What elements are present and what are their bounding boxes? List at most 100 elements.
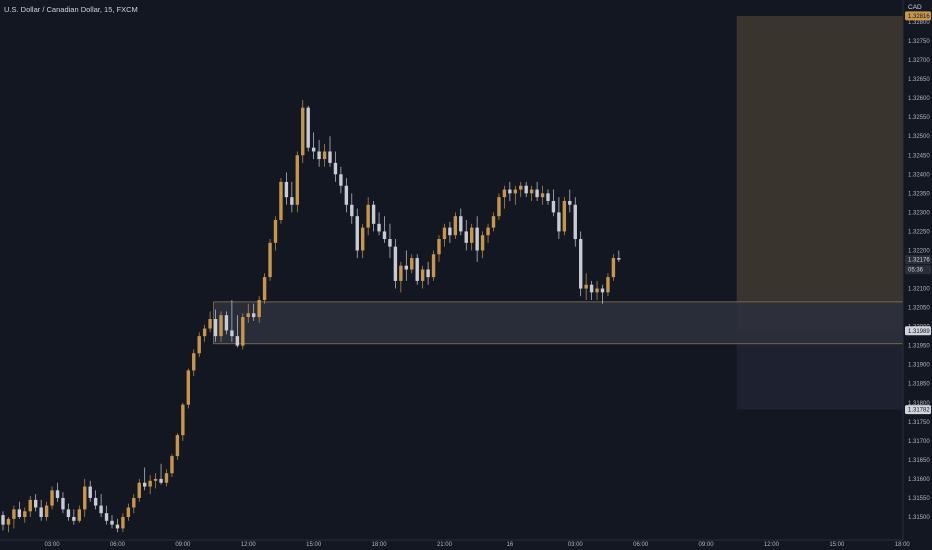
target-price-tag-label: 1.32816 xyxy=(908,14,930,20)
candle-body xyxy=(584,284,588,289)
candle-body xyxy=(606,277,610,293)
candle-body xyxy=(350,204,354,217)
candle-body xyxy=(6,518,11,525)
candle-body xyxy=(317,151,321,160)
candle-body xyxy=(137,482,141,498)
time-tick-label: 09:00 xyxy=(699,542,715,548)
candle-body xyxy=(508,189,512,194)
candle-body xyxy=(480,235,485,251)
candle-body xyxy=(404,265,408,270)
candle-body xyxy=(132,497,136,508)
candle-body xyxy=(410,258,414,270)
candle-body xyxy=(268,242,272,278)
price-tick-label: 1.32250 xyxy=(908,229,930,235)
price-tick-label: 1.32800 xyxy=(908,20,930,26)
candle-body xyxy=(540,193,545,198)
candle-body xyxy=(50,490,54,506)
candle-body xyxy=(519,185,523,190)
candle-body xyxy=(529,189,534,194)
candle-body xyxy=(66,509,71,517)
candle-body xyxy=(524,185,528,194)
candle-body xyxy=(426,269,430,278)
time-tick-label: 18:00 xyxy=(372,542,388,548)
candle-body xyxy=(99,505,103,514)
price-tick-label: 1.31550 xyxy=(908,496,930,502)
price-axis: 1.32800 1.32750 1.32700 1.32650 1.32600 1.325… xyxy=(908,20,930,521)
candle-body xyxy=(573,204,577,240)
candle-body xyxy=(589,284,594,293)
price-tick-label: 1.32650 xyxy=(908,77,930,83)
price-tick-label: 1.31750 xyxy=(908,420,930,426)
candle-body xyxy=(273,220,278,243)
candle-body xyxy=(241,317,245,346)
price-tick-label: 1.31950 xyxy=(908,344,930,350)
candle-body xyxy=(551,200,556,213)
price-tick-label: 1.32200 xyxy=(908,248,930,254)
candle-body xyxy=(252,313,256,318)
candle-body xyxy=(262,277,267,300)
candle-body xyxy=(448,227,452,236)
candle-body xyxy=(143,482,147,487)
candle-body xyxy=(339,174,343,186)
candle-body xyxy=(595,288,599,293)
price-tick-label: 1.32550 xyxy=(908,115,930,121)
candle-body xyxy=(192,353,196,371)
price-tick-label: 1.31850 xyxy=(908,382,930,388)
price-tick-label: 1.31500 xyxy=(908,515,930,521)
candle-body xyxy=(295,155,299,205)
candle-body xyxy=(459,216,463,232)
candle-body xyxy=(197,336,201,354)
entry-price-tag xyxy=(905,326,931,336)
candle-body xyxy=(44,505,49,517)
time-tick-label: 09:00 xyxy=(175,542,191,548)
candle-body xyxy=(213,319,218,337)
candle-body xyxy=(224,315,229,331)
candle-body xyxy=(153,478,158,481)
candle-body xyxy=(219,315,223,337)
candle-body xyxy=(301,107,305,156)
demand-zone[interactable] xyxy=(213,301,904,345)
target-zone[interactable] xyxy=(736,15,903,331)
candle-body xyxy=(164,473,169,483)
price-tick-label: 1.32600 xyxy=(908,96,930,102)
candle-body xyxy=(579,239,583,289)
stop-price-tag-label: 1.31782 xyxy=(908,408,930,414)
candle-body xyxy=(28,499,32,512)
price-tick-label: 1.32300 xyxy=(908,210,930,216)
candle-body xyxy=(12,509,16,519)
time-tick-label: 12:00 xyxy=(764,542,780,548)
candle-body xyxy=(181,404,185,436)
candle-body xyxy=(39,507,43,517)
candle-body xyxy=(186,370,190,405)
price-tick-label: 1.32350 xyxy=(908,191,930,197)
candle-body xyxy=(257,299,261,318)
candle-body xyxy=(382,231,387,240)
candle-body xyxy=(442,227,447,240)
price-tick-label: 1.32050 xyxy=(908,306,930,312)
candle-body xyxy=(34,499,38,508)
candle-body xyxy=(415,258,419,281)
last-price-tag-label: 1.32176 xyxy=(908,258,930,264)
candle-body xyxy=(61,497,65,510)
price-tick-label: 1.31900 xyxy=(908,363,930,369)
stop-price-tag xyxy=(905,405,931,415)
candle-body xyxy=(279,181,283,220)
candle-body xyxy=(93,497,98,506)
chart-title: U.S. Dollar / Canadian Dollar, 15, FXCM xyxy=(4,5,138,14)
candle-body xyxy=(148,480,152,487)
candle-body xyxy=(366,204,370,228)
time-tick-label: 15:00 xyxy=(829,542,845,548)
time-tick-label: 06:00 xyxy=(110,542,126,548)
candle-body xyxy=(284,181,289,198)
price-tags: 1.32816 1.32176 05:36 1.31989 1.31782 xyxy=(905,11,931,415)
candle-body xyxy=(453,216,458,236)
candle-body xyxy=(121,517,125,529)
candle-body xyxy=(1,515,5,525)
candle-body xyxy=(306,107,310,148)
candle-body xyxy=(502,189,507,198)
candle-body xyxy=(175,435,180,457)
candle-body xyxy=(311,147,316,152)
price-tick-label: 1.31650 xyxy=(908,458,930,464)
time-tick-label: 03:00 xyxy=(45,542,61,548)
